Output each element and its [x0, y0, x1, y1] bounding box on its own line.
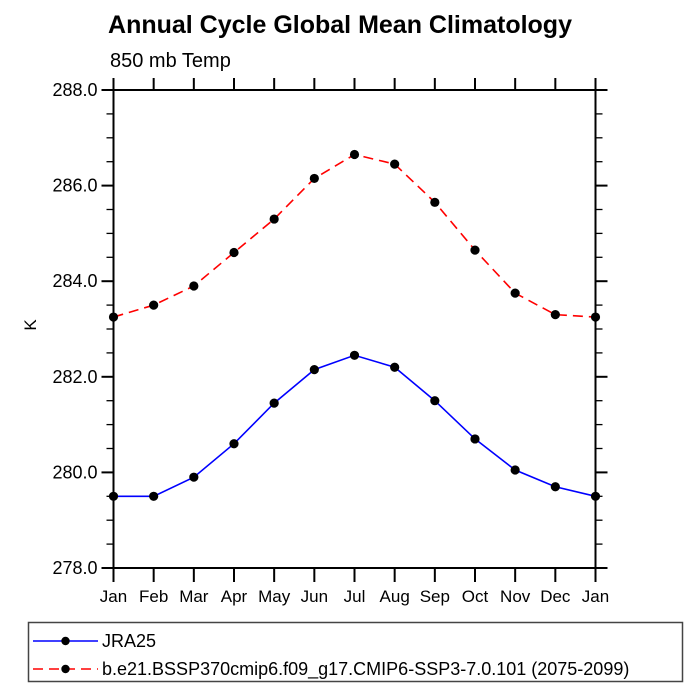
data-point — [390, 159, 400, 169]
legend: JRA25 b.e21.BSSP370cmip6.f09_g17.CMIP6-S… — [27, 621, 684, 683]
series-line-1 — [113, 153, 596, 318]
x-tick-label: Oct — [462, 587, 489, 606]
y-tick-label: 280.0 — [52, 462, 97, 482]
data-point — [149, 300, 159, 310]
data-point — [229, 247, 239, 258]
data-point — [390, 362, 400, 372]
data-point — [108, 491, 119, 501]
y-axis-label: K — [21, 319, 40, 331]
data-point — [430, 197, 440, 207]
data-point — [189, 281, 199, 291]
data-point — [590, 312, 601, 322]
x-tick-label: Jul — [344, 587, 366, 606]
x-tick-label: Nov — [500, 587, 531, 606]
data-point — [430, 396, 440, 406]
data-point — [269, 214, 279, 224]
x-tick-label: Feb — [139, 587, 168, 606]
data-point — [470, 434, 480, 444]
x-tick-label: Mar — [179, 587, 209, 606]
data-series — [108, 149, 601, 501]
x-tick-label: May — [258, 587, 291, 606]
data-point — [229, 439, 239, 449]
plot-frame — [112, 89, 597, 569]
legend-box — [27, 621, 684, 683]
data-point — [590, 491, 601, 501]
data-point — [349, 350, 360, 360]
series-line-0 — [113, 354, 596, 498]
axes-and-ticks: Jan Feb Mar Apr May Jun Jul Aug Sep Oct Nov Dec Jan2… — [52, 78, 609, 606]
y-tick-label: 278.0 — [52, 558, 97, 578]
x-tick-label: Jun — [301, 587, 328, 606]
data-point — [349, 149, 360, 160]
data-point — [269, 398, 279, 408]
data-point — [550, 310, 560, 320]
legend-sample-marker-icon — [61, 636, 70, 646]
data-point — [510, 288, 520, 298]
data-point — [550, 482, 560, 492]
data-point — [309, 173, 319, 184]
y-tick-label: 284.0 — [52, 271, 97, 291]
x-tick-label: Sep — [420, 587, 450, 606]
data-point — [149, 491, 159, 501]
data-point — [309, 365, 319, 375]
data-point — [189, 472, 199, 482]
data-point — [510, 465, 520, 475]
x-tick-label: Jan — [100, 587, 127, 606]
x-tick-label: Jan — [582, 587, 609, 606]
chart-subtitle: 850 mb Temp — [110, 50, 231, 72]
data-point — [470, 245, 480, 255]
legend-sample-marker-icon — [61, 664, 70, 674]
x-tick-label: Apr — [221, 587, 248, 606]
x-tick-label: Dec — [540, 587, 571, 606]
data-point — [108, 312, 119, 322]
legend-label-jra25: JRA25 — [102, 631, 156, 651]
legend-label-model: b.e21.BSSP370cmip6.f09_g17.CMIP6-SSP3-7.… — [102, 659, 629, 680]
y-tick-label: 286.0 — [52, 176, 97, 196]
y-tick-label: 288.0 — [52, 80, 97, 100]
y-tick-label: 282.0 — [52, 367, 97, 387]
chart-title: Annual Cycle Global Mean Climatology — [108, 11, 572, 39]
x-tick-label: Aug — [380, 587, 410, 606]
